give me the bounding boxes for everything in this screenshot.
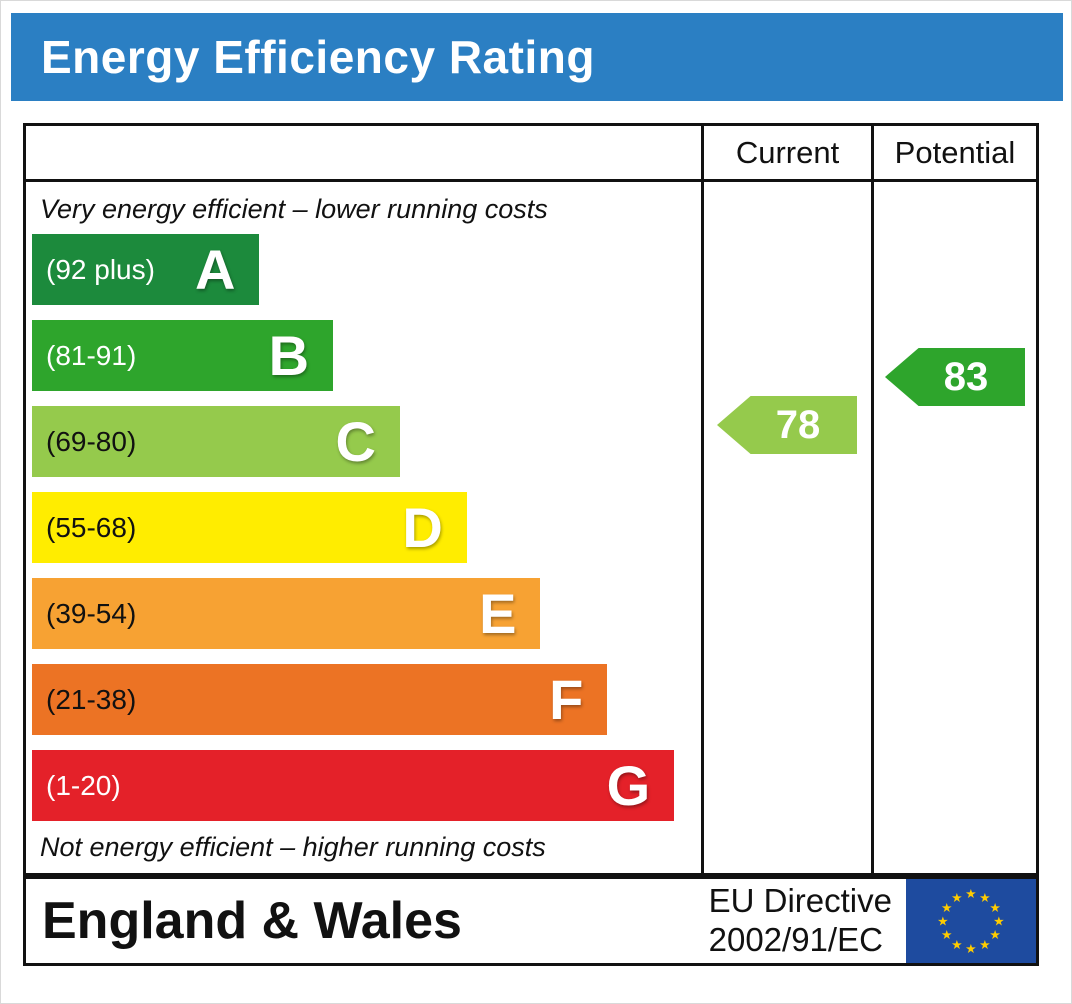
band-range-label: (81-91): [46, 339, 137, 371]
band-letter: E: [479, 581, 517, 645]
eu-flag-star-icon: ★: [979, 890, 991, 905]
band-letter: F: [549, 667, 584, 731]
eu-flag-star-icon: ★: [941, 900, 953, 915]
current-arrow: 78: [717, 396, 857, 454]
bottom-note: Not energy efficient – higher running co…: [40, 832, 546, 862]
band-bar-b: (81-91) B: [32, 320, 334, 391]
potential-value: 83: [943, 354, 989, 399]
band-range-label: (39-54): [46, 597, 137, 629]
band-letter: A: [195, 237, 236, 301]
eu-directive-line2: 2002/91/EC: [708, 921, 883, 958]
top-note: Very energy efficient – lower running co…: [40, 194, 548, 224]
band-bar-f: (21-38) F: [32, 664, 608, 735]
potential-column-header: Potential: [871, 126, 1036, 182]
band-list: (92 plus) A (81-91) B (69-80) C (55-68) …: [32, 234, 701, 836]
eu-flag-star-icon: ★: [989, 900, 1001, 915]
eu-flag-star-icon: ★: [937, 914, 949, 929]
potential-score-cell: 83: [871, 182, 1036, 873]
band-range-label: (1-20): [46, 769, 121, 801]
eu-flag-star-icon: ★: [941, 927, 953, 942]
band-bar-g: (1-20) G: [32, 750, 675, 821]
band-range-label: (69-80): [46, 425, 137, 457]
footer: England & Wales EU Directive 2002/91/EC …: [23, 876, 1039, 966]
eu-flag-star-icon: ★: [965, 886, 977, 901]
eu-flag-star-icon: ★: [965, 941, 977, 956]
eu-flag-field: [906, 879, 1036, 963]
band-letter: C: [335, 409, 376, 473]
band-bar-e: (39-54) E: [32, 578, 541, 649]
band-bar-d: (55-68) D: [32, 492, 467, 563]
band-bar-a: (92 plus) A: [32, 234, 260, 305]
eu-directive-line1: EU Directive: [708, 882, 892, 920]
eu-flag-star-icon: ★: [979, 937, 991, 952]
band-letter: D: [402, 495, 443, 559]
eu-flag-icon: ★ ★ ★ ★ ★ ★ ★ ★ ★ ★ ★ ★: [906, 879, 1036, 963]
band-letter: G: [606, 753, 651, 817]
potential-arrow: 83: [885, 348, 1025, 406]
eu-directive-label: EU Directive 2002/91/EC: [709, 882, 892, 960]
band-range-label: (55-68): [46, 511, 137, 543]
eu-flag-star-icon: ★: [951, 937, 963, 952]
page-title: Energy Efficiency Rating: [41, 31, 595, 83]
current-column-header: Current: [701, 126, 871, 182]
band-letter: B: [268, 323, 310, 387]
eu-flag-star-icon: ★: [989, 927, 1001, 942]
title-banner: Energy Efficiency Rating: [11, 13, 1063, 101]
region-label: England & Wales: [42, 892, 462, 950]
eu-flag-star-icon: ★: [951, 890, 963, 905]
bands-area: Very energy efficient – lower running co…: [26, 182, 701, 873]
band-bar-c: (69-80) C: [32, 406, 400, 477]
header-spacer: [26, 126, 701, 182]
eu-flag-star-icon: ★: [993, 914, 1005, 929]
rating-table: Current Potential Very energy efficient …: [23, 123, 1039, 876]
band-range-label: (92 plus): [46, 253, 155, 285]
band-range-label: (21-38): [46, 683, 137, 715]
current-score-cell: 78: [701, 182, 871, 873]
current-value: 78: [775, 402, 821, 447]
